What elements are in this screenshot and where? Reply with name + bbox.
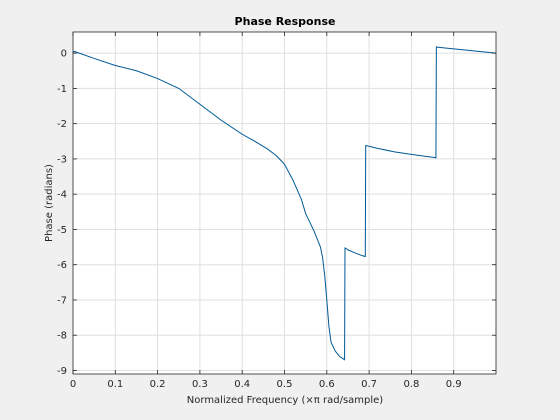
y-tick-label: -8	[57, 331, 67, 342]
y-tick-label: 0	[61, 49, 67, 60]
y-tick-label: -2	[57, 119, 67, 130]
y-tick-label: -4	[57, 190, 67, 201]
y-tick-label: -6	[57, 260, 67, 271]
series-layer	[72, 46, 497, 361]
x-tick-label: 0	[70, 379, 76, 390]
x-axis-label: Normalized Frequency (×π rad/sample)	[187, 395, 384, 406]
x-tick-label: 0.8	[403, 379, 419, 390]
x-tick-label: 0.4	[234, 379, 250, 390]
y-tick-label: -9	[57, 366, 67, 377]
x-tick-label: 0.5	[277, 379, 293, 390]
phase-series-line	[72, 46, 497, 361]
y-tick-label: -1	[57, 84, 67, 95]
chart-title: Phase Response	[235, 15, 336, 28]
tick-layer: 0 0.1 0.2 0.3 0.4 0.5 0.6 0.7 0.8 0.9 0 -1 -2 -3 -4 -5 -…	[57, 32, 496, 390]
x-tick-label: 0.6	[319, 379, 335, 390]
x-tick-label: 0.7	[361, 379, 377, 390]
x-tick-label: 0.3	[192, 379, 208, 390]
x-tick-label: 0.2	[150, 379, 166, 390]
y-tick-label: -3	[57, 154, 67, 165]
y-tick-label: -5	[57, 225, 67, 236]
x-tick-label: 0.9	[446, 379, 462, 390]
x-tick-label: 0.1	[107, 379, 123, 390]
y-tick-label: -7	[57, 295, 67, 306]
y-axis-label: Phase (radians)	[44, 164, 55, 242]
